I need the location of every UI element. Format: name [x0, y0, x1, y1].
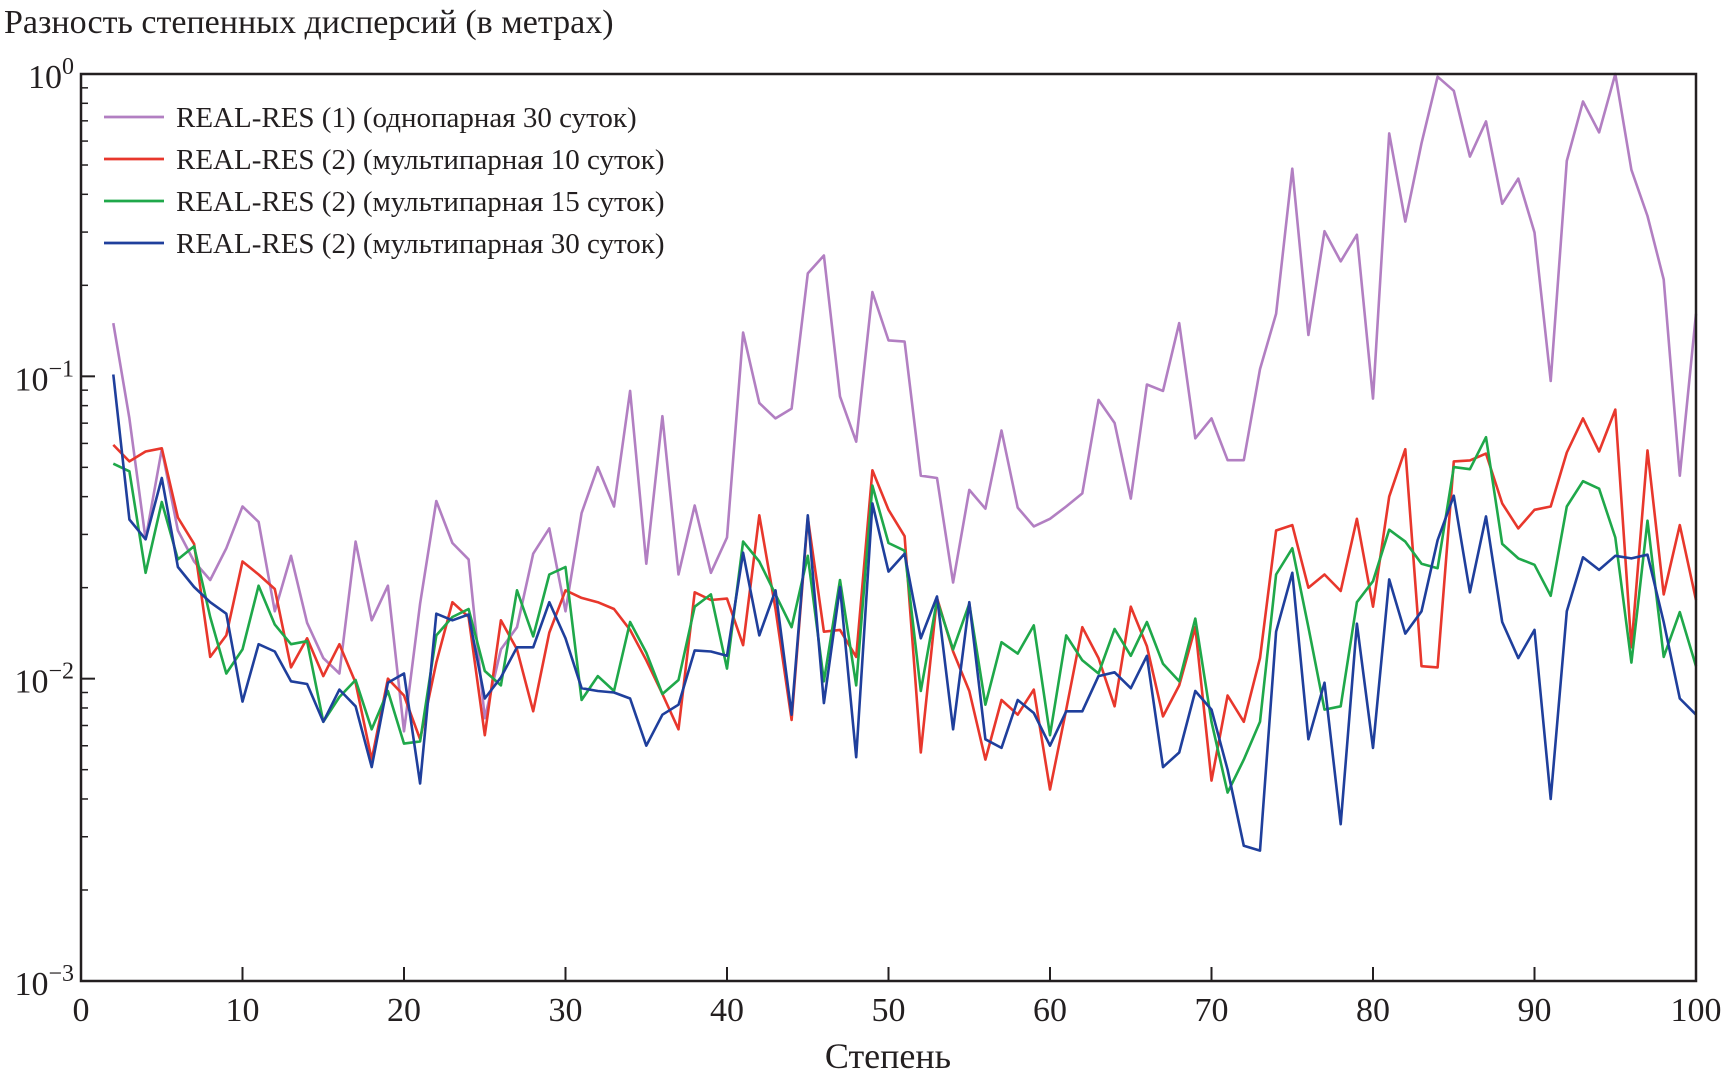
x-tick-label: 80 — [1356, 992, 1390, 1029]
x-tick-label: 10 — [226, 992, 260, 1029]
y-tick-label: 10−3 — [14, 961, 74, 1003]
x-tick-label: 70 — [1195, 992, 1229, 1029]
y-tick-label: 100 — [28, 54, 74, 96]
legend-label: REAL-RES (2) (мультипарная 15 суток) — [176, 186, 665, 218]
y-tick-exponent: −2 — [48, 659, 74, 685]
y-tick-exponent: −1 — [48, 356, 74, 382]
legend-item: REAL-RES (1) (однопарная 30 суток) — [104, 102, 637, 134]
y-tick-exponent: −3 — [48, 961, 74, 987]
legend-item: REAL-RES (2) (мультипарная 10 суток) — [104, 144, 665, 176]
series-layer — [112, 72, 1698, 852]
legend-item: REAL-RES (2) (мультипарная 15 суток) — [104, 186, 665, 218]
legend-label: REAL-RES (1) (однопарная 30 суток) — [176, 102, 637, 134]
series-line-3 — [112, 435, 1698, 794]
y-tick-exponent: 0 — [62, 54, 74, 80]
legend-label: REAL-RES (2) (мультипарная 30 суток) — [176, 228, 665, 260]
x-tick-label: 100 — [1671, 992, 1722, 1029]
x-tick-label: 40 — [710, 992, 744, 1029]
x-tick-label: 60 — [1033, 992, 1067, 1029]
x-tick-label: 30 — [549, 992, 583, 1029]
legend-label: REAL-RES (2) (мультипарная 10 суток) — [176, 144, 665, 176]
y-tick-base: 10 — [14, 664, 48, 701]
x-tick-label: 0 — [73, 992, 90, 1029]
legend-item: REAL-RES (2) (мультипарная 30 суток) — [104, 228, 665, 260]
series-line-1 — [112, 72, 1698, 733]
x-tick-label: 20 — [387, 992, 421, 1029]
legend: REAL-RES (1) (однопарная 30 суток) REAL-R… — [104, 102, 665, 260]
x-axis-label: Степень — [825, 1036, 951, 1076]
y-tick-base: 10 — [28, 59, 62, 96]
series-line-4 — [112, 374, 1697, 852]
chart-title: Разность степенных дисперсий (в метрах) — [4, 4, 614, 41]
x-tick-label: 90 — [1518, 992, 1552, 1029]
y-tick-label: 10−2 — [14, 659, 74, 701]
y-tick-label: 10−1 — [14, 356, 74, 398]
y-tick-base: 10 — [14, 966, 48, 1003]
y-tick-base: 10 — [14, 361, 48, 398]
x-tick-label: 50 — [872, 992, 906, 1029]
